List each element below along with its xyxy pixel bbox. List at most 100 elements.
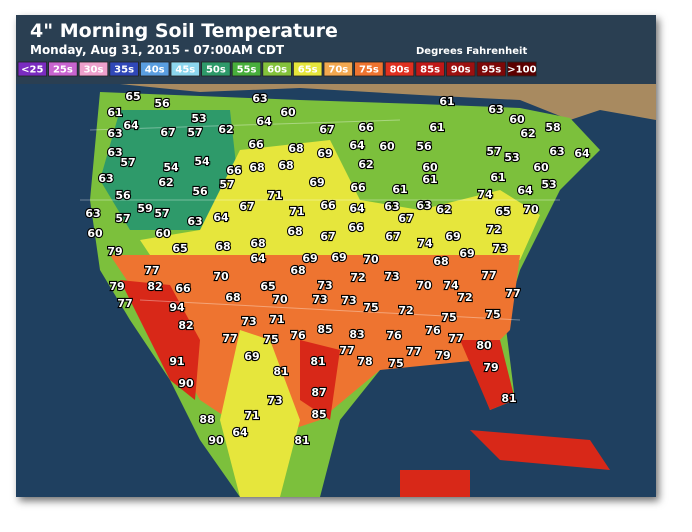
- station-value: 69: [317, 147, 332, 160]
- station-value: 79: [435, 349, 450, 362]
- legend-label: <25: [21, 65, 43, 76]
- station-value: 69: [459, 247, 474, 260]
- units-label: Degrees Fahrenheit: [416, 46, 527, 57]
- station-value: 54: [163, 161, 179, 174]
- station-value: 73: [267, 394, 282, 407]
- station-value: 63: [384, 200, 399, 213]
- station-value: 63: [98, 172, 113, 185]
- station-value: 65: [260, 280, 275, 293]
- borders: [80, 119, 560, 321]
- station-value: 69: [244, 350, 259, 363]
- subtitle: Monday, Aug 31, 2015 - 07:00AM CDT: [30, 43, 285, 57]
- station-value: 61: [422, 173, 437, 186]
- station-value: 81: [294, 434, 309, 447]
- legend-swatch: [323, 61, 354, 77]
- station-value: 75: [485, 308, 500, 321]
- station-value: 66: [358, 121, 374, 134]
- legend-swatch: [109, 61, 139, 77]
- station-value: 69: [302, 252, 317, 265]
- station-value: 82: [178, 319, 193, 332]
- station-value: 63: [252, 92, 267, 105]
- station-value: 64: [349, 139, 365, 152]
- station-value: 65: [172, 242, 187, 255]
- station-value: 76: [425, 324, 441, 337]
- legend-swatch: [415, 61, 445, 77]
- station-value: 79: [107, 245, 122, 258]
- legend-swatch: [476, 61, 507, 77]
- legend-label: 45s: [175, 65, 195, 76]
- station-value: 68: [287, 225, 302, 238]
- station-value: 63: [549, 145, 564, 158]
- station-value: 90: [208, 434, 224, 447]
- station-value: 81: [310, 355, 325, 368]
- station-value: 62: [358, 158, 373, 171]
- station-value: 73: [492, 242, 507, 255]
- station-value: 64: [349, 202, 365, 215]
- cool-region: [100, 110, 240, 230]
- station-value: 57: [115, 212, 130, 225]
- station-value: 72: [486, 223, 501, 236]
- station-value: 66: [248, 138, 264, 151]
- station-value: 68: [288, 142, 303, 155]
- station-value: 60: [87, 227, 103, 240]
- station-value: 57: [120, 156, 135, 169]
- station-value: 77: [406, 345, 421, 358]
- station-value: 56: [192, 185, 208, 198]
- legend-label: 90s: [451, 65, 471, 76]
- station-value: 63: [85, 207, 100, 220]
- legend-swatch: [354, 61, 384, 77]
- station-value: 72: [350, 271, 365, 284]
- station-value: 67: [320, 230, 335, 243]
- legend-label: 95s: [481, 65, 501, 76]
- station-value: 70: [363, 253, 379, 266]
- station-value: 81: [501, 392, 516, 405]
- station-value: 64: [232, 426, 248, 439]
- station-value: 63: [107, 146, 122, 159]
- station-value: 65: [125, 90, 140, 103]
- station-value: 53: [541, 178, 556, 191]
- station-value: 61: [490, 171, 505, 184]
- station-value: 69: [331, 251, 346, 264]
- station-value: 66: [226, 164, 242, 177]
- station-value: 71: [289, 205, 304, 218]
- station-value: 62: [218, 123, 233, 136]
- station-value: 75: [441, 311, 456, 324]
- station-value: 68: [225, 291, 240, 304]
- legend-swatch: [48, 61, 78, 77]
- station-value: 71: [244, 409, 259, 422]
- station-value: 79: [109, 280, 124, 293]
- station-value: 62: [520, 127, 535, 140]
- station-value: 65: [495, 205, 510, 218]
- station-value: 94: [169, 301, 185, 314]
- mild-region: [140, 140, 540, 270]
- legend-swatch: [201, 61, 231, 77]
- legend-swatch: [384, 61, 415, 77]
- station-value: 74: [443, 279, 459, 292]
- station-value: 73: [384, 270, 399, 283]
- legend: <25 25s 30s 35s 40s 45s 50s 55s 60s 65s 70s 75s 80s 8…: [17, 61, 537, 77]
- station-value: 60: [533, 161, 549, 174]
- station-value: 72: [457, 291, 472, 304]
- station-value: 85: [311, 408, 326, 421]
- station-value: 73: [317, 279, 332, 292]
- station-value: 66: [320, 199, 336, 212]
- station-value: 68: [249, 161, 264, 174]
- station-value: 67: [160, 126, 175, 139]
- station-value: 66: [350, 181, 366, 194]
- legend-label: 65s: [298, 65, 318, 76]
- station-value: 61: [429, 121, 444, 134]
- station-value: 62: [436, 203, 451, 216]
- station-value: 57: [187, 126, 202, 139]
- station-value: 73: [241, 315, 256, 328]
- station-value: 60: [280, 106, 296, 119]
- station-value: 70: [416, 279, 432, 292]
- station-value: 83: [349, 328, 364, 341]
- station-value: 64: [250, 252, 266, 265]
- legend-swatch: [170, 61, 201, 77]
- station-value: 70: [272, 293, 288, 306]
- station-value: 64: [574, 147, 590, 160]
- station-value: 62: [158, 176, 173, 189]
- station-value: 57: [219, 178, 234, 191]
- station-value: 79: [483, 361, 498, 374]
